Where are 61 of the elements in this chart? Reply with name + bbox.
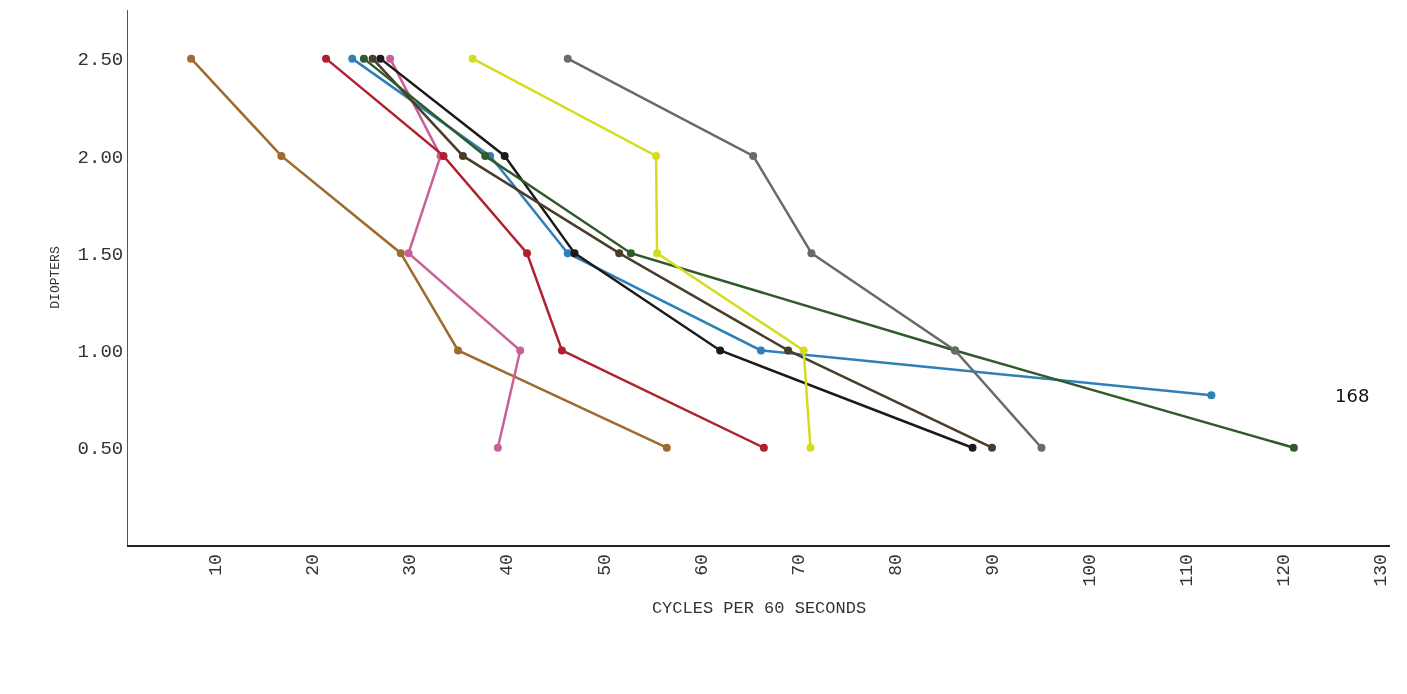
point <box>277 151 286 160</box>
x-tick-label: 10 <box>206 554 227 576</box>
x-tick-label: 90 <box>982 554 1003 576</box>
point <box>557 346 566 355</box>
x-tick-label: 120 <box>1274 554 1295 587</box>
y-tick-label: 0.50 <box>77 438 124 461</box>
x-axis-title: CYCLES PER 60 SECONDS <box>651 598 867 618</box>
point <box>626 249 635 258</box>
x-tick-label: 30 <box>400 554 421 576</box>
point <box>759 443 768 452</box>
point <box>968 443 977 452</box>
y-axis-title: DIOPTERS <box>47 246 63 309</box>
x-tick-label: 100 <box>1079 554 1100 587</box>
point <box>500 151 509 160</box>
point <box>1289 443 1298 452</box>
x-tick-label: 70 <box>788 554 809 576</box>
point <box>563 249 572 258</box>
x-tick-label: 50 <box>594 554 615 576</box>
y-tick-label: 2.50 <box>77 49 124 72</box>
annotation: 168 <box>1335 385 1370 406</box>
point <box>570 249 579 258</box>
point <box>653 249 662 258</box>
x-tick-label: 20 <box>303 554 324 576</box>
point <box>516 346 525 355</box>
point <box>376 54 385 63</box>
point <box>563 54 572 63</box>
point <box>468 54 477 63</box>
point <box>1207 391 1216 400</box>
x-tick-label: 80 <box>885 554 906 576</box>
point <box>368 54 377 63</box>
point <box>987 443 996 452</box>
point <box>404 249 413 258</box>
point <box>799 346 808 355</box>
x-tick-label: 130 <box>1371 554 1392 587</box>
point <box>458 151 467 160</box>
point <box>716 346 725 355</box>
x-tick-label: 60 <box>691 554 712 576</box>
point <box>756 346 765 355</box>
point <box>454 346 463 355</box>
y-tick-label: 1.00 <box>77 341 124 364</box>
point <box>322 54 331 63</box>
point <box>749 151 758 160</box>
point <box>806 443 815 452</box>
point <box>522 249 531 258</box>
point <box>348 54 357 63</box>
point <box>481 151 490 160</box>
y-tick-label: 1.50 <box>77 243 124 266</box>
point <box>662 443 671 452</box>
point <box>807 249 816 258</box>
point <box>615 249 624 258</box>
point <box>386 54 395 63</box>
point <box>652 151 661 160</box>
x-tick-label: 40 <box>497 554 518 576</box>
point <box>396 249 405 258</box>
point <box>493 443 502 452</box>
point <box>187 54 196 63</box>
x-tick-label: 110 <box>1176 554 1197 587</box>
point <box>359 54 368 63</box>
point <box>1037 443 1046 452</box>
point <box>784 346 793 355</box>
y-tick-label: 2.00 <box>77 146 124 169</box>
